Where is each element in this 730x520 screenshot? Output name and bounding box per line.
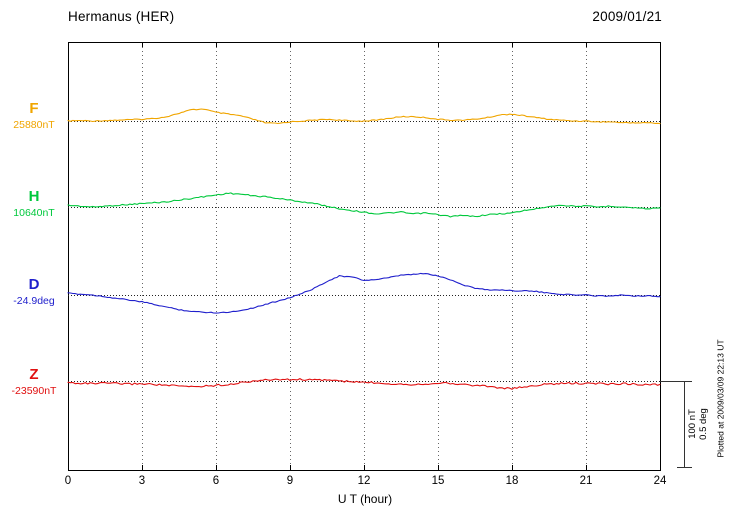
scale-bar-nt-label: 100 nT	[687, 409, 698, 439]
chart-title: Hermanus (HER)	[68, 9, 175, 24]
channel-label-D: D -24.9deg	[4, 276, 64, 307]
channel-label-F: F 25880nT	[4, 100, 64, 131]
scale-bar-deg-label: 0.5 deg	[698, 408, 709, 440]
x-axis-title: U T (hour)	[337, 492, 393, 506]
channel-letter: Z	[29, 366, 39, 383]
x-tick-label: 15	[431, 475, 445, 487]
x-tick-label: 0	[64, 475, 72, 487]
plotted-at-note: Plotted at 2009/03/09 22:13 UT	[715, 339, 726, 458]
channel-baseline-value: 10640nT	[13, 206, 55, 219]
channel-baseline-value: 25880nT	[13, 118, 55, 131]
x-tick-label: 24	[653, 475, 667, 487]
x-tick-label: 18	[505, 475, 519, 487]
channel-baseline-value: -23590nT	[11, 384, 57, 397]
channel-letter: D	[28, 276, 40, 293]
x-tick-label: 9	[286, 475, 294, 487]
x-tick-label: 3	[138, 475, 146, 487]
channel-label-Z: Z -23590nT	[4, 366, 64, 397]
x-axis-labels: 0 3 6 9 12 15 18 21 24	[0, 475, 730, 491]
chart-date: 2009/01/21	[592, 9, 662, 24]
channel-label-H: H 10640nT	[4, 188, 64, 219]
x-tick-label: 6	[212, 475, 220, 487]
channel-letter: H	[28, 188, 40, 205]
channel-letter: F	[29, 100, 39, 117]
channel-baseline-value: -24.9deg	[13, 294, 55, 307]
x-tick-label: 12	[357, 475, 371, 487]
scale-bar-label: 100 nT 0.5 deg	[687, 396, 713, 452]
x-tick-label: 21	[579, 475, 593, 487]
